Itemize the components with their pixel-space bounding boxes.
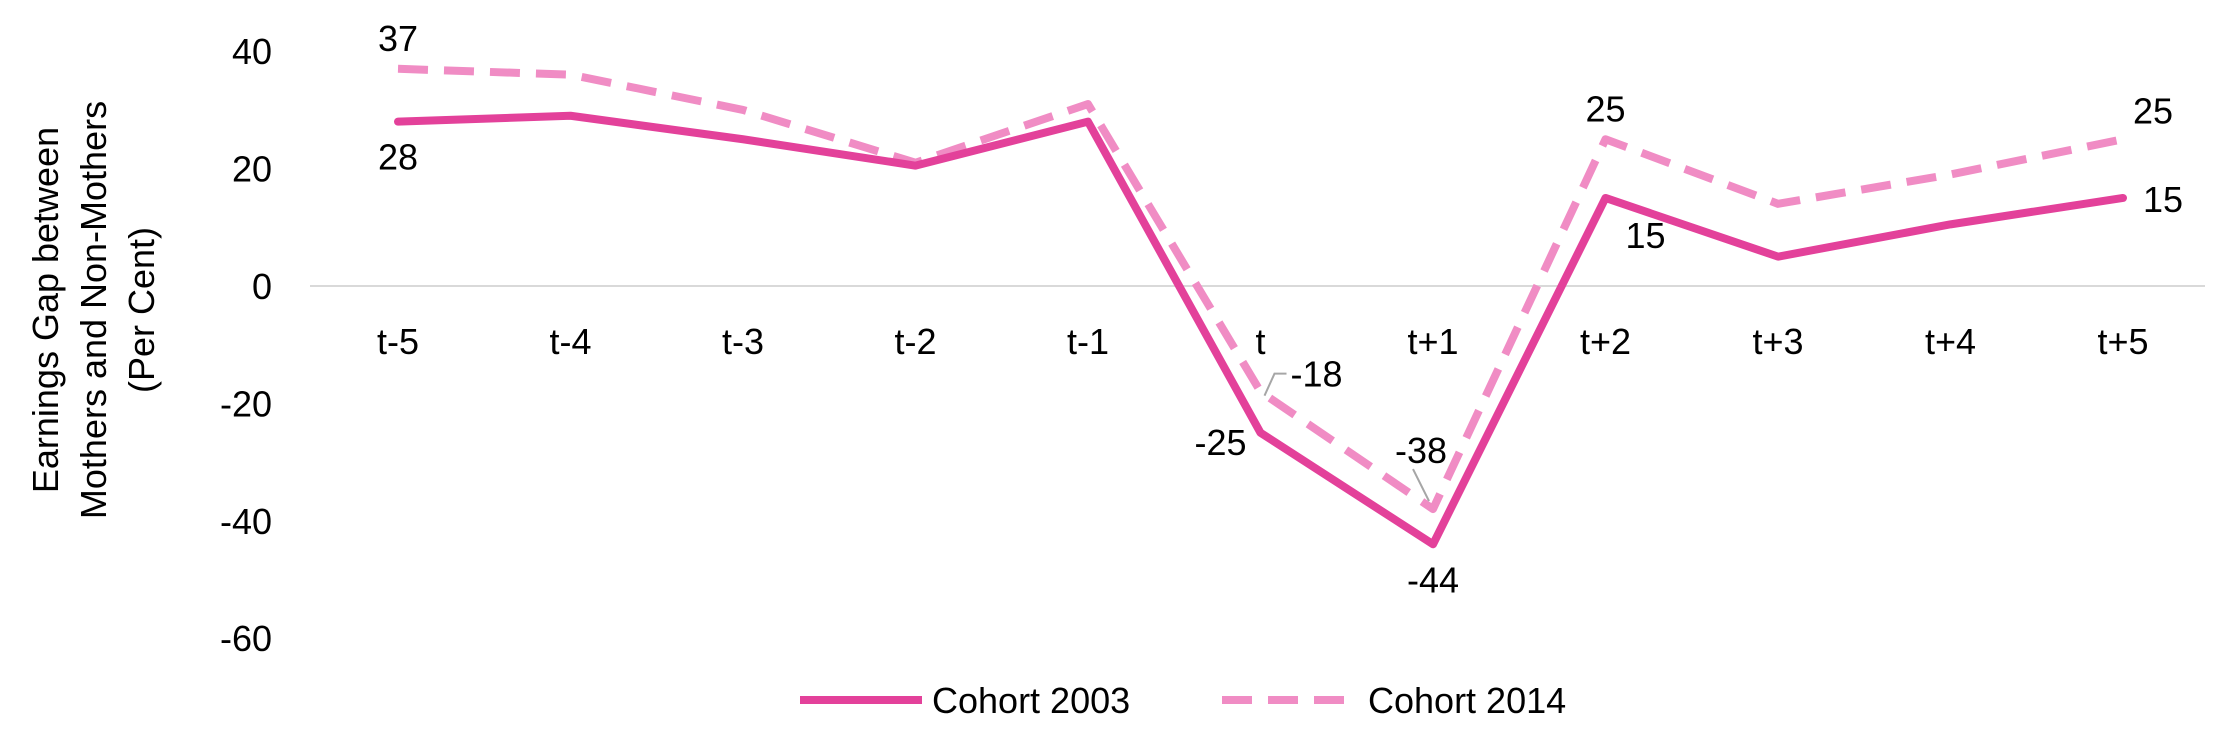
x-tick-label: t [1255,321,1265,362]
legend-label: Cohort 2003 [932,680,1130,721]
x-axis-ticks: t-5 t-4 t-3 t-2 t-1 t t+1 t+2 t+3 t+4 t+5 [377,321,2149,362]
x-tick-label: t+5 [2097,321,2148,362]
data-label: -38 [1395,430,1447,471]
series-line-cohort-2014 [397,64,2124,514]
y-tick-label: -40 [220,501,272,542]
data-label: 25 [1585,88,1625,129]
label-leader-lines [1263,372,1430,502]
y-tick-label: 0 [252,266,272,307]
data-labels: 28 -25 -44 15 15 37 -18 -38 25 25 [378,18,2183,600]
y-tick-label: -20 [220,383,272,424]
legend-label: Cohort 2014 [1368,680,1566,721]
x-tick-label: t-4 [549,321,591,362]
y-tick-label: 20 [232,149,272,190]
data-label: -18 [1291,354,1343,395]
leader-line [1263,372,1287,397]
series-line-cohort-2003 [394,111,2127,549]
data-label: 15 [2143,179,2183,220]
data-label: -25 [1194,422,1246,463]
legend: Cohort 2003 Cohort 2014 [800,680,1566,721]
x-tick-label: t+4 [1925,321,1976,362]
series-lines [394,64,2127,549]
x-tick-label: t+3 [1752,321,1803,362]
x-tick-label: t-5 [377,321,419,362]
y-axis-ticks: 40 20 0 -20 -40 -60 [220,31,272,659]
x-tick-label: t-2 [894,321,936,362]
y-axis-label-line-1: Earnings Gap between [25,127,66,493]
x-tick-label: t+2 [1580,321,1631,362]
x-tick-label: t-3 [722,321,764,362]
x-tick-label: t-1 [1067,321,1109,362]
y-tick-label: 40 [232,31,272,72]
data-label: -44 [1407,559,1459,600]
y-axis-label-line-2: Mothers and Non-Mothers [73,101,114,519]
data-label: 28 [378,137,418,178]
y-axis-label-line-3: (Per Cent) [121,227,162,393]
y-axis-label: Earnings Gap between Mothers and Non-Mot… [25,101,162,519]
x-tick-label: t+1 [1407,321,1458,362]
leader-line [1412,468,1430,502]
data-label: 37 [378,18,418,59]
data-label: 25 [2133,90,2173,131]
data-label: 15 [1625,215,1665,256]
y-tick-label: -60 [220,618,272,659]
